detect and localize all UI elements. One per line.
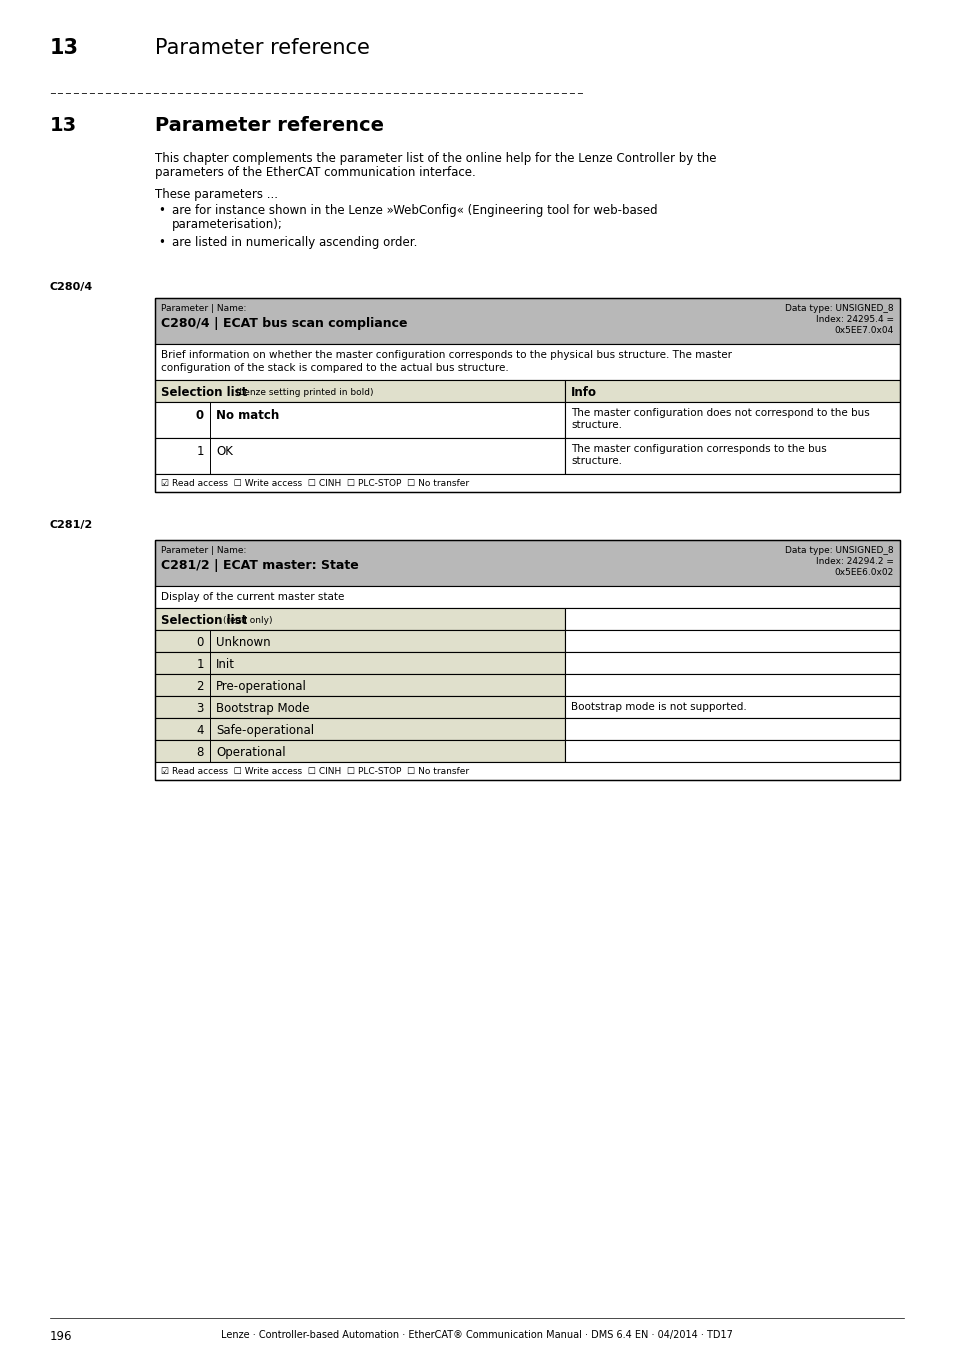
Text: Unknown: Unknown: [215, 636, 271, 649]
Text: ☑ Read access  ☐ Write access  ☐ CINH  ☐ PLC-STOP  ☐ No transfer: ☑ Read access ☐ Write access ☐ CINH ☐ PL…: [161, 479, 469, 487]
Text: ☑ Read access  ☐ Write access  ☐ CINH  ☐ PLC-STOP  ☐ No transfer: ☑ Read access ☐ Write access ☐ CINH ☐ PL…: [161, 767, 469, 776]
Text: 196: 196: [50, 1330, 72, 1343]
Bar: [154, 740, 564, 761]
Text: C281/2 | ECAT master: State: C281/2 | ECAT master: State: [161, 559, 358, 572]
Text: 0: 0: [195, 409, 204, 423]
Text: Bootstrap Mode: Bootstrap Mode: [215, 702, 309, 716]
Text: Safe-operational: Safe-operational: [215, 724, 314, 737]
Bar: [564, 437, 899, 474]
Bar: [154, 718, 564, 740]
Text: Index: 24295.4 =: Index: 24295.4 =: [815, 315, 893, 324]
Text: 0x5EE7.0x04: 0x5EE7.0x04: [834, 325, 893, 335]
Text: Parameter reference: Parameter reference: [154, 116, 384, 135]
Text: configuration of the stack is compared to the actual bus structure.: configuration of the stack is compared t…: [161, 363, 508, 373]
Text: Parameter reference: Parameter reference: [154, 38, 370, 58]
Bar: [154, 298, 899, 344]
Text: Pre-operational: Pre-operational: [215, 680, 307, 693]
Bar: [154, 379, 564, 402]
Text: 0x5EE6.0x02: 0x5EE6.0x02: [834, 568, 893, 576]
Text: The master configuration does not correspond to the bus: The master configuration does not corres…: [571, 408, 869, 418]
Text: •: •: [158, 236, 165, 248]
Text: 3: 3: [196, 702, 204, 716]
Bar: [154, 298, 899, 491]
Text: 1: 1: [196, 657, 204, 671]
Bar: [154, 540, 899, 780]
Text: Data type: UNSIGNED_8: Data type: UNSIGNED_8: [784, 304, 893, 313]
Text: Operational: Operational: [215, 747, 285, 759]
Bar: [564, 379, 899, 402]
Text: structure.: structure.: [571, 420, 621, 431]
Text: This chapter complements the parameter list of the online help for the Lenze Con: This chapter complements the parameter l…: [154, 153, 716, 165]
Text: Index: 24294.2 =: Index: 24294.2 =: [815, 558, 893, 566]
Bar: [564, 402, 899, 437]
Text: 4: 4: [196, 724, 204, 737]
Bar: [154, 474, 899, 491]
Text: OK: OK: [215, 446, 233, 458]
Text: 0: 0: [196, 636, 204, 649]
Bar: [154, 402, 564, 437]
Bar: [154, 344, 899, 379]
Bar: [154, 652, 564, 674]
Text: 8: 8: [196, 747, 204, 759]
Text: _ _ _ _ _ _ _ _ _ _ _ _ _ _ _ _ _ _ _ _ _ _ _ _ _ _ _ _ _ _ _ _ _ _ _ _ _ _ _ _ : _ _ _ _ _ _ _ _ _ _ _ _ _ _ _ _ _ _ _ _ …: [50, 82, 585, 93]
Text: Info: Info: [571, 386, 597, 400]
Text: Display of the current master state: Display of the current master state: [161, 593, 344, 602]
Text: These parameters ...: These parameters ...: [154, 188, 277, 201]
Text: are listed in numerically ascending order.: are listed in numerically ascending orde…: [172, 236, 417, 248]
Text: C281/2: C281/2: [50, 520, 93, 531]
Text: parameters of the EtherCAT communication interface.: parameters of the EtherCAT communication…: [154, 166, 476, 180]
Text: C280/4 | ECAT bus scan compliance: C280/4 | ECAT bus scan compliance: [161, 317, 407, 329]
Text: Selection list: Selection list: [161, 386, 247, 400]
Text: 1: 1: [196, 446, 204, 458]
Bar: [154, 608, 564, 630]
Text: •: •: [158, 204, 165, 217]
Bar: [564, 652, 899, 674]
Bar: [564, 740, 899, 761]
Text: parameterisation);: parameterisation);: [172, 217, 283, 231]
Text: No match: No match: [215, 409, 279, 423]
Text: structure.: structure.: [571, 456, 621, 466]
Text: Data type: UNSIGNED_8: Data type: UNSIGNED_8: [784, 545, 893, 555]
Text: (read only): (read only): [223, 616, 273, 625]
Text: (Lenze setting printed in bold): (Lenze setting printed in bold): [233, 387, 374, 397]
Text: Parameter | Name:: Parameter | Name:: [161, 304, 246, 313]
Bar: [564, 718, 899, 740]
Bar: [154, 437, 564, 474]
Text: Brief information on whether the master configuration corresponds to the physica: Brief information on whether the master …: [161, 350, 731, 360]
Text: Init: Init: [215, 657, 234, 671]
Text: The master configuration corresponds to the bus: The master configuration corresponds to …: [571, 444, 826, 454]
Bar: [154, 630, 564, 652]
Text: 2: 2: [196, 680, 204, 693]
Bar: [154, 586, 899, 608]
Text: Selection list: Selection list: [161, 614, 247, 626]
Bar: [154, 697, 564, 718]
Bar: [154, 674, 564, 697]
Bar: [564, 608, 899, 630]
Bar: [154, 761, 899, 780]
Bar: [564, 697, 899, 718]
Bar: [564, 630, 899, 652]
Bar: [564, 674, 899, 697]
Text: Parameter | Name:: Parameter | Name:: [161, 545, 246, 555]
Text: are for instance shown in the Lenze »WebConfig« (Engineering tool for web-based: are for instance shown in the Lenze »Web…: [172, 204, 657, 217]
Bar: [154, 540, 899, 586]
Text: 13: 13: [50, 116, 77, 135]
Text: 13: 13: [50, 38, 79, 58]
Text: Lenze · Controller-based Automation · EtherCAT® Communication Manual · DMS 6.4 E: Lenze · Controller-based Automation · Et…: [221, 1330, 732, 1341]
Text: C280/4: C280/4: [50, 282, 93, 292]
Text: Bootstrap mode is not supported.: Bootstrap mode is not supported.: [571, 702, 746, 711]
